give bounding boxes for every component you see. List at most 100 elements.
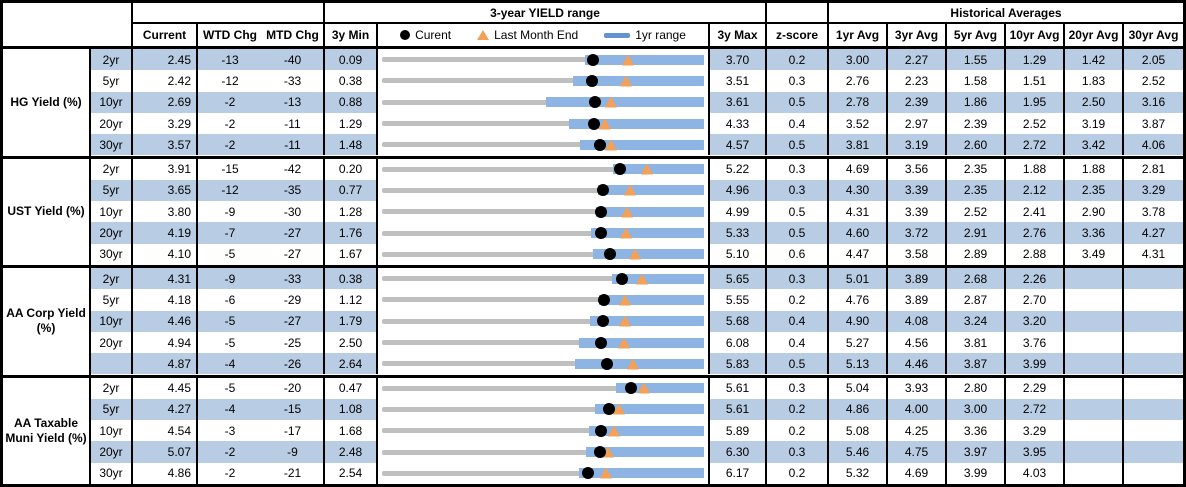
last-month-end-marker — [636, 273, 649, 285]
cell-avg-3: 2.91 — [947, 222, 1006, 244]
range-chart — [378, 70, 710, 92]
cell-wtd-chg: -9 — [198, 268, 262, 290]
table-row: 5yr 2.42 -12 -33 0.38 3.51 0.3 2.76 2.23 1.58 1.51… — [91, 70, 1183, 92]
cell-avg-1: 3.52 — [829, 112, 888, 135]
last-month-end-marker — [617, 337, 630, 349]
1yr-range-bar — [595, 206, 704, 217]
cell-mtd-chg: -17 — [262, 420, 325, 442]
cell-current: 3.80 — [133, 201, 198, 223]
cell-3y-max: 5.89 — [710, 420, 767, 442]
range-track-area — [382, 92, 704, 113]
table-row: 2yr 3.91 -15 -42 0.20 5.22 0.3 4.69 3.56 2.35 1.88… — [91, 158, 1183, 180]
col-header-current: Current — [133, 24, 198, 46]
cell-avg-1: 5.08 — [829, 420, 888, 442]
3y-range-track — [382, 121, 704, 127]
cell-wtd-chg: -2 — [198, 441, 262, 463]
range-chart — [378, 134, 710, 156]
group-rows: 2yr 4.45 -5 -20 0.47 5.61 0.3 5.04 3.93 2.80 2.29 5… — [91, 377, 1183, 485]
yield-group: HG Yield (%) 2yr 2.45 -13 -40 0.09 3.70 0.2 3.00… — [3, 49, 1183, 156]
cell-z-score: 0.2 — [767, 398, 829, 421]
cell-avg-5: 3.42 — [1065, 134, 1124, 156]
cell-tenor: 20yr — [91, 112, 133, 135]
header-spacer-tenor — [3, 24, 133, 46]
cell-avg-2: 4.00 — [888, 398, 947, 421]
range-chart — [378, 158, 710, 180]
cell-avg-4: 2.72 — [1006, 398, 1065, 421]
cell-avg-4: 3.99 — [1006, 353, 1065, 375]
cell-avg-4: 2.52 — [1006, 112, 1065, 135]
3y-range-track — [382, 78, 704, 84]
group-label: AA Taxable Muni Yield (%) — [3, 377, 91, 484]
table-row: 5yr 3.65 -12 -35 0.77 4.96 0.3 4.30 3.39 2.35 2.12… — [91, 179, 1183, 202]
cell-tenor: 30yr — [91, 134, 133, 156]
cell-current: 4.31 — [133, 268, 198, 290]
cell-3y-max: 4.99 — [710, 201, 767, 223]
cell-avg-5 — [1065, 268, 1124, 290]
chart-legend: Curent Last Month End 1yr range — [378, 24, 710, 46]
yield-group: AA Corp Yield (%) 2yr 4.31 -9 -33 0.38 5.65 0.3… — [3, 265, 1183, 375]
cell-current: 4.18 — [133, 289, 198, 311]
cell-mtd-chg: -27 — [262, 222, 325, 244]
table-row: 30yr 4.10 -5 -27 1.67 5.10 0.6 4.47 3.58 2.89 2.88… — [91, 243, 1183, 265]
3y-range-track — [382, 209, 704, 215]
cell-mtd-chg: -33 — [262, 268, 325, 290]
cell-avg-6: 4.31 — [1124, 243, 1183, 265]
3y-range-track — [382, 142, 704, 148]
col-header-mtd-chg: MTD Chg — [262, 24, 325, 46]
1yr-range-bar — [598, 294, 704, 305]
range-track-area — [382, 378, 704, 399]
cell-z-score: 0.4 — [767, 112, 829, 135]
cell-avg-4: 2.72 — [1006, 134, 1065, 156]
cell-3y-max: 6.30 — [710, 441, 767, 463]
cell-avg-1: 4.47 — [829, 243, 888, 265]
cell-3y-max: 4.96 — [710, 179, 767, 202]
last-month-end-marker — [619, 294, 632, 306]
range-chart — [378, 268, 710, 290]
range-track-area — [382, 222, 704, 243]
last-month-end-marker — [605, 139, 618, 151]
cell-z-score: 0.2 — [767, 462, 829, 484]
cell-z-score: 0.3 — [767, 441, 829, 463]
cell-3y-min: 2.48 — [325, 441, 378, 463]
table-row: 10yr 4.54 -3 -17 1.68 5.89 0.2 5.08 4.25 3.36 3.29 — [91, 420, 1183, 442]
range-track-area — [382, 463, 704, 484]
3y-range-track — [382, 340, 704, 346]
range-track-area — [382, 70, 704, 91]
cell-avg-1: 5.27 — [829, 331, 888, 354]
cell-3y-max: 5.22 — [710, 158, 767, 180]
cell-avg-3: 2.35 — [947, 179, 1006, 202]
cell-current: 4.27 — [133, 398, 198, 421]
3y-range-track — [382, 406, 704, 412]
cell-avg-6 — [1124, 289, 1183, 311]
range-track-area — [382, 420, 704, 441]
current-dot-marker — [625, 382, 638, 395]
cell-mtd-chg: -11 — [262, 134, 325, 156]
range-chart — [378, 243, 710, 265]
table-row: 20yr 5.07 -2 -9 2.48 6.30 0.3 5.46 4.75 3.97 3.95 — [91, 441, 1183, 463]
cell-avg-5 — [1065, 398, 1124, 421]
3y-range-track — [382, 318, 704, 324]
cell-tenor: 10yr — [91, 91, 133, 113]
cell-avg-4: 2.88 — [1006, 243, 1065, 265]
cell-current: 4.54 — [133, 420, 198, 442]
cell-avg-2: 2.97 — [888, 112, 947, 135]
cell-tenor: 30yr — [91, 243, 133, 265]
cell-avg-5: 3.49 — [1065, 243, 1124, 265]
cell-current: 3.65 — [133, 179, 198, 202]
cell-wtd-chg: -9 — [198, 201, 262, 223]
col-header-z-score: z-score — [767, 24, 829, 46]
cell-z-score: 0.3 — [767, 179, 829, 202]
range-track-area — [382, 441, 704, 462]
range-chart — [378, 331, 710, 354]
cell-avg-3: 2.60 — [947, 134, 1006, 156]
cell-mtd-chg: -21 — [262, 462, 325, 484]
cell-tenor: 2yr — [91, 49, 133, 71]
3y-range-track — [382, 470, 704, 476]
cell-avg-1: 2.76 — [829, 70, 888, 92]
cell-avg-1: 3.81 — [829, 134, 888, 156]
cell-mtd-chg: -29 — [262, 289, 325, 311]
last-month-end-triangle-icon — [477, 30, 490, 40]
col-header-wtd-chg: WTD Chg — [203, 28, 257, 42]
cell-3y-min: 1.48 — [325, 134, 378, 156]
